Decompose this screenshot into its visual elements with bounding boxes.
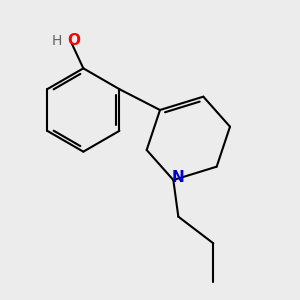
- Text: O: O: [67, 33, 80, 48]
- Text: N: N: [172, 170, 185, 185]
- Text: H: H: [52, 34, 62, 48]
